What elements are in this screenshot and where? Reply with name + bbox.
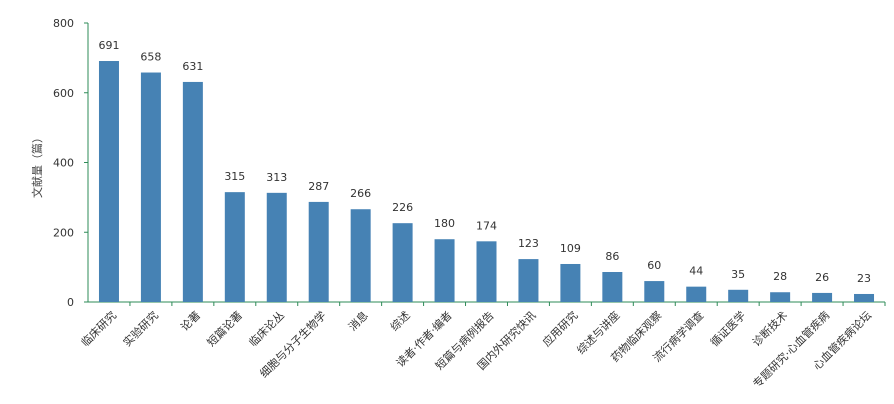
- bar: [560, 263, 581, 302]
- bar: [308, 201, 329, 302]
- bar: [518, 259, 539, 302]
- bar-value-label: 44: [689, 265, 703, 278]
- bar: [602, 272, 623, 302]
- bar: [266, 192, 287, 302]
- x-tick-label: 短篇论著: [204, 308, 245, 349]
- bar-value-label: 174: [476, 219, 497, 232]
- bar: [854, 293, 875, 302]
- bar-value-label: 35: [731, 268, 745, 281]
- y-tick-label: 0: [67, 296, 74, 309]
- bar: [686, 286, 707, 302]
- bar-value-label: 313: [266, 171, 287, 184]
- y-tick-label: 200: [53, 226, 74, 239]
- bar-value-label: 28: [773, 270, 787, 283]
- y-tick-label: 400: [53, 157, 74, 170]
- x-tick-label: 应用研究: [540, 308, 581, 349]
- x-tick-label: 消息: [345, 308, 370, 333]
- bar-value-label: 266: [350, 187, 371, 200]
- bar: [728, 289, 749, 302]
- bar-value-label: 109: [560, 242, 581, 255]
- y-axis-title: 文献量（篇）: [30, 132, 44, 198]
- bar: [140, 72, 161, 303]
- y-tick-label: 600: [53, 87, 74, 100]
- x-tick-label: 实验研究: [120, 308, 161, 349]
- x-tick-label: 循证医学: [707, 308, 748, 349]
- axis-layer: 0 200 400 600 800: [53, 17, 886, 309]
- x-tick-label: 论著: [178, 308, 203, 333]
- x-tick-label: 临床论丛: [246, 308, 287, 349]
- bar-value-label: 180: [434, 217, 455, 230]
- bar-value-label: 658: [140, 51, 161, 64]
- bar: [644, 281, 665, 302]
- bar: [434, 239, 455, 302]
- bar: [770, 292, 791, 302]
- bar-layer: [98, 61, 875, 303]
- y-tick-label: 800: [53, 17, 74, 30]
- bar-value-label: 226: [392, 201, 413, 214]
- bar: [392, 223, 413, 302]
- bar: [98, 61, 119, 302]
- bar: [812, 292, 833, 302]
- bar: [350, 209, 371, 302]
- bar-value-label: 631: [182, 60, 203, 73]
- bar: [224, 192, 245, 302]
- x-tick-label: 临床研究: [78, 308, 119, 349]
- bar: [182, 81, 203, 302]
- bar-value-label: 315: [224, 170, 245, 183]
- x-tick-label: 综述: [387, 308, 412, 333]
- bar-value-label: 60: [647, 259, 661, 272]
- bar-value-label: 123: [518, 237, 539, 250]
- bar-value-label: 26: [815, 271, 829, 284]
- bar-value-label: 86: [605, 250, 619, 263]
- bar-value-label: 23: [857, 272, 871, 285]
- x-tick-label: 专题研究·心血管疾病: [750, 308, 832, 390]
- bar: [476, 241, 497, 302]
- x-tick-label: 诊断技术: [749, 308, 790, 349]
- bar-value-label: 287: [308, 180, 329, 193]
- bar-value-label: 691: [98, 39, 119, 52]
